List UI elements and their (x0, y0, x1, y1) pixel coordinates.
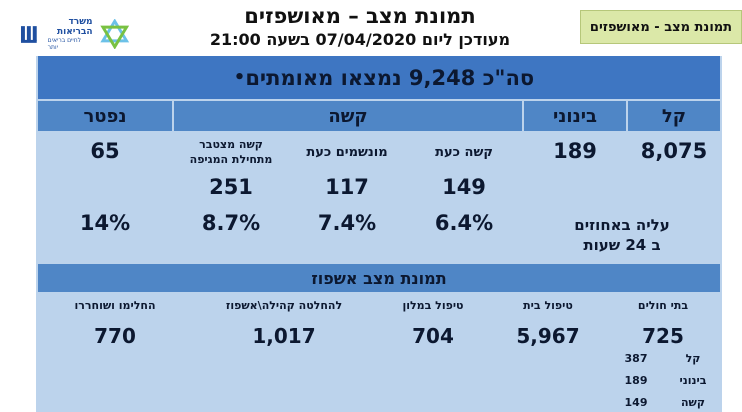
rise-label-line2: ב 24 שעות (583, 235, 661, 254)
breakdown-value-light: 387 (608, 348, 664, 368)
subheader-severe-cumulative: קשה מצטבר מתחילת המגיפה (174, 133, 288, 171)
header: תמונת מצב – מאושפזים מעודכן ליום 07/04/2… (0, 0, 742, 54)
value-severe-cumulative: 251 (174, 173, 288, 205)
value-recovered: 770 (38, 318, 192, 412)
page-title: תמונת מצב – מאושפזים (244, 4, 476, 28)
value-moderate: 189 (524, 133, 626, 205)
value-hospitals: 725 (606, 318, 720, 348)
pct-ventilated-now: 7.4% (290, 207, 404, 262)
section-tag: תמונת מצב - מאושפזים (580, 10, 742, 44)
value-deceased: 65 (38, 133, 172, 205)
ministry-logo-icon (20, 26, 37, 43)
value-community: 1,017 (194, 318, 374, 412)
logo-text-3: לחיים בריאים יותר (47, 37, 82, 51)
breakdown-label-severe: קשה (666, 392, 720, 412)
subheader-severe-now: קשה כעת (406, 133, 522, 171)
header-light: קל (628, 101, 720, 131)
value-light: 8,075 (628, 133, 720, 205)
value-ventilated-now: 117 (290, 173, 404, 205)
header-moderate: בינוני (524, 101, 626, 131)
bullet-icon: • (233, 67, 246, 88)
pct-deceased: 14% (38, 207, 172, 262)
value-home-care: 5,967 (492, 318, 604, 412)
ministry-logo: משרד הבריאות לחיים בריאים יותר (20, 16, 130, 52)
star-of-david-icon (99, 19, 129, 49)
breakdown-label-moderate: בינוני (666, 370, 720, 390)
total-confirmed-banner: סה"כ 9,248 נמצאו מאומתים • (38, 56, 720, 99)
col-header-hotel-care: טיפול במלון (376, 294, 490, 316)
col-header-recovered: החלימו ושוחררו (38, 294, 192, 316)
banner-text: סה"כ 9,248 נמצאו מאומתים (245, 65, 535, 90)
breakdown-label-light: קל (666, 348, 720, 368)
logo-text-1: משרד (68, 17, 93, 27)
col-header-hospitals: בתי חולים (606, 294, 720, 316)
breakdown-value-moderate: 189 (608, 370, 664, 390)
pct-severe-cumulative: 8.7% (174, 207, 288, 262)
header-severe: קשה (174, 101, 522, 131)
breakdown-value-severe: 149 (608, 392, 664, 412)
hospitalization-title: תמונת מצב אשפוז (38, 264, 720, 292)
page-subtitle: מעודכן ליום 07/04/2020 בשעה 21:00 (209, 30, 511, 49)
rise-label: עליה באחוזים ב 24 שעות (524, 207, 720, 262)
pct-severe-now: 6.4% (406, 207, 522, 262)
status-panel: סה"כ 9,248 נמצאו מאומתים • קל בינוני קשה… (36, 56, 722, 412)
subheader-ventilated-now: מונשמים כעת (290, 133, 404, 171)
logo-text-2: הבריאות (57, 27, 93, 37)
value-hotel-care: 704 (376, 318, 490, 412)
col-header-home-care: טיפול בית (492, 294, 604, 316)
col-header-community: להחלטה קהילה\אשפוז (194, 294, 374, 316)
rise-label-line1: עליה באחוזים (574, 215, 670, 234)
value-severe-now: 149 (406, 173, 522, 205)
header-deceased: נפטר (38, 101, 172, 131)
